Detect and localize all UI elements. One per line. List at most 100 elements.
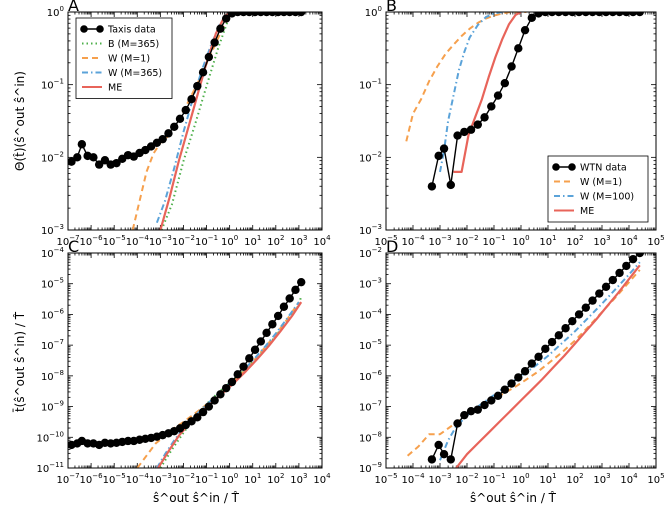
data-point (520, 367, 530, 376)
x-tick-label: 103 (593, 472, 610, 486)
y-axis-label-bottom: t̄(ŝ^out ŝ^in) / T̂ (13, 311, 27, 412)
legend-marker (552, 163, 560, 171)
data-point (204, 52, 214, 62)
data-point (158, 134, 167, 144)
y-tick-label: 10−5 (359, 338, 382, 352)
x-tick-label: 101 (539, 472, 556, 486)
data-point (446, 180, 455, 190)
data-point (216, 24, 225, 33)
data-point (615, 12, 624, 17)
x-tick-label: 105 (647, 472, 664, 486)
data-point (100, 156, 110, 165)
series-line-me (453, 12, 522, 173)
series-line-w-m-1- (406, 269, 641, 457)
data-point (460, 127, 469, 137)
data-point (250, 345, 260, 354)
panel-label: C (68, 237, 79, 256)
data-point (615, 268, 624, 278)
y-tick-label: 10−5 (41, 277, 64, 291)
data-point (297, 277, 306, 287)
data-point (507, 379, 516, 388)
data-point (164, 129, 173, 138)
x-tick-label: 10−5 (103, 234, 126, 248)
data-point (198, 407, 208, 417)
y-tick-label: 10−2 (359, 246, 382, 260)
y-tick-label: 10−3 (41, 223, 64, 237)
data-point (170, 122, 179, 132)
x-tick-label: 10−7 (56, 472, 79, 486)
data-point (453, 419, 462, 428)
plot-frame (385, 252, 657, 469)
series-group (68, 12, 306, 230)
data-point (561, 12, 570, 17)
data-point (83, 439, 92, 448)
series-line-b-m-365- (160, 12, 238, 230)
x-tick-label: 104 (313, 472, 331, 486)
y-tick-label: 10−2 (359, 150, 382, 164)
series-line-me (159, 12, 242, 230)
data-point (493, 391, 503, 401)
legend-entry: Taxis data (107, 25, 156, 36)
data-point (446, 455, 455, 464)
data-point (453, 131, 462, 140)
data-point (500, 385, 509, 394)
y-tick-label: 10−1 (41, 78, 64, 92)
data-point (534, 352, 543, 362)
data-point (268, 320, 277, 329)
x-tick-label: 101 (539, 234, 556, 248)
data-point (473, 120, 482, 129)
data-point (233, 370, 242, 379)
data-point (427, 455, 437, 464)
legend-marker (96, 25, 104, 33)
series-line-me (455, 264, 641, 468)
data-point (245, 354, 254, 363)
x-tick-label: 10−2 (172, 234, 195, 248)
data-point (595, 289, 604, 298)
data-point (427, 182, 437, 191)
data-point (256, 337, 266, 346)
legend-entry: ME (580, 206, 594, 217)
x-tick-label: 10−1 (482, 234, 505, 248)
data-point (77, 140, 87, 149)
x-tick-label: 103 (290, 472, 307, 486)
y-tick-label: 10−3 (359, 223, 382, 237)
series-line-w-m-100- (439, 12, 503, 173)
data-point (73, 153, 82, 162)
y-tick-label: 10−2 (41, 150, 64, 164)
data-point (262, 328, 271, 338)
data-point (568, 316, 577, 326)
x-tick-label: 10−2 (455, 472, 478, 486)
x-axis-label-left: ŝ^out ŝ^in / T̂ (153, 491, 240, 505)
y-tick-label: 10−7 (41, 338, 64, 352)
data-point (588, 12, 597, 17)
data-point (221, 383, 231, 393)
data-point (89, 153, 98, 162)
x-tick-label: 10−4 (401, 472, 425, 486)
data-point (466, 125, 476, 134)
data-point (175, 114, 185, 124)
data-point (622, 261, 631, 271)
x-tick-label: 102 (566, 234, 583, 248)
data-point (527, 13, 536, 23)
data-point (210, 38, 219, 47)
data-point (460, 410, 469, 420)
data-point (514, 44, 523, 53)
legend-entry: W (M=100) (580, 192, 634, 203)
x-tick-label: 10−4 (401, 234, 425, 248)
data-point (527, 359, 536, 368)
series-line-w-m-1- (405, 12, 527, 142)
legend-marker (80, 25, 88, 33)
data-point (480, 113, 489, 122)
data-point (210, 396, 219, 405)
x-tick-label: 10−2 (455, 234, 478, 248)
data-point (561, 324, 570, 333)
x-tick-label: 10−2 (172, 472, 195, 486)
series-line-w-m-100- (439, 261, 641, 461)
panel-label: B (386, 0, 397, 15)
data-point (554, 331, 563, 340)
x-tick-label: 101 (244, 234, 261, 248)
data-point (279, 302, 289, 311)
x-tick-label: 104 (620, 472, 638, 486)
plot-frame (67, 252, 323, 469)
data-point (601, 12, 611, 17)
